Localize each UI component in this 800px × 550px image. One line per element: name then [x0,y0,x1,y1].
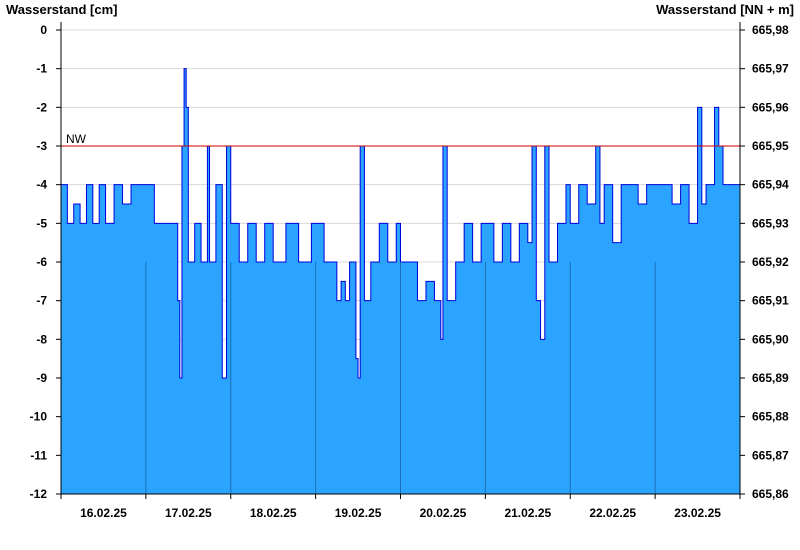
left-tick-label: -12 [30,487,48,501]
x-tick-label: 19.02.25 [335,506,382,520]
left-tick-label: -1 [36,62,47,76]
right-tick-label: 665,95 [752,139,789,153]
right-tick-label: 665,91 [752,294,789,308]
left-tick-label: -11 [30,448,47,462]
right-tick-label: 665,89 [752,371,789,385]
x-tick-label: 20.02.25 [420,506,467,520]
right-tick-label: 665,96 [752,100,789,114]
axes-layer [56,22,745,499]
right-tick-label: 665,86 [752,487,789,501]
right-tick-label: 665,92 [752,255,789,269]
right-tick-label: 665,97 [752,62,789,76]
left-tick-label: -4 [36,178,47,192]
right-tick-label: 665,88 [752,410,789,424]
series-line [61,68,740,379]
left-tick-label: -8 [36,332,47,346]
right-tick-label: 665,87 [752,448,789,462]
x-tick-label: 17.02.25 [165,506,212,520]
right-tick-label: 665,94 [752,178,789,192]
day-separators [145,262,656,494]
right-tick-label: 665,90 [752,332,789,346]
right-axis-title: Wasserstand [NN + m] [656,2,794,17]
x-tick-label: 22.02.25 [589,506,636,520]
right-tick-label: 665,93 [752,216,789,230]
x-tick-label: 23.02.25 [674,506,721,520]
left-tick-label: -2 [36,100,47,114]
left-tick-label: -9 [36,371,47,385]
threshold-layer: NW [61,132,740,147]
threshold-label: NW [66,132,87,146]
labels-layer: 0 665,98 -1 665,97 -2 665,96 -3 665,95 -4 665,94 -… [30,23,789,520]
left-tick-label: -3 [36,139,47,153]
x-tick-label: 16.02.25 [80,506,127,520]
left-tick-label: 0 [40,23,47,37]
x-tick-label: 21.02.25 [504,506,551,520]
left-axis-title: Wasserstand [cm] [6,2,118,17]
left-tick-label: -6 [36,255,47,269]
x-tick-label: 18.02.25 [250,506,297,520]
left-tick-label: -5 [36,216,47,230]
left-tick-label: -7 [36,294,47,308]
right-tick-label: 665,98 [752,23,789,37]
left-tick-label: -10 [30,410,48,424]
